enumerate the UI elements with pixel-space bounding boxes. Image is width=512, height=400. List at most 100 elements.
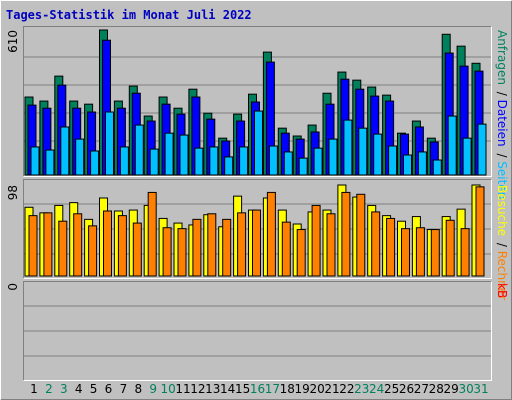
x-tick-label: 23 <box>354 382 369 396</box>
bar <box>43 212 53 277</box>
x-tick-label: 27 <box>414 382 429 396</box>
legend: Besuche / Rechner <box>495 185 509 300</box>
x-tick-label: 30 <box>458 382 473 396</box>
x-tick-label: 26 <box>399 382 414 396</box>
bar <box>356 193 366 277</box>
bar <box>177 228 187 277</box>
x-tick-label: 21 <box>324 382 339 396</box>
bar <box>237 212 247 277</box>
x-tick-label: 7 <box>120 382 128 396</box>
bar <box>164 132 174 176</box>
bar <box>313 147 323 176</box>
bar <box>90 150 100 176</box>
legend: kB <box>495 283 509 298</box>
bar <box>162 227 172 277</box>
bar <box>371 211 381 277</box>
bar <box>268 145 278 176</box>
bar <box>73 213 83 277</box>
x-tick-label: 17 <box>265 382 280 396</box>
bar <box>224 156 234 176</box>
x-tick-label: 16 <box>250 382 265 396</box>
bar <box>134 124 144 176</box>
legend-entry: kB <box>495 283 509 298</box>
bar <box>28 215 38 277</box>
legend-entry: Seiten <box>495 161 509 199</box>
bar <box>432 159 442 176</box>
bar <box>447 115 457 176</box>
bar <box>401 228 410 277</box>
bar <box>254 110 263 176</box>
bar <box>373 133 383 176</box>
bar <box>30 146 40 176</box>
legend-entry: Anfragen <box>495 30 509 85</box>
x-tick-label: 8 <box>134 382 142 396</box>
bar <box>117 215 127 277</box>
bar <box>147 191 157 277</box>
bar <box>358 127 368 176</box>
x-tick-label: 13 <box>205 382 220 396</box>
x-tick-label: 25 <box>384 382 399 396</box>
bar <box>296 229 306 277</box>
bar <box>149 148 159 176</box>
x-tick-label: 22 <box>339 382 354 396</box>
bar <box>207 213 217 277</box>
x-tick-label: 4 <box>75 382 83 396</box>
bar <box>388 145 398 176</box>
bar <box>119 146 129 176</box>
bar <box>252 209 261 277</box>
legend-entry: Rechner <box>495 251 509 300</box>
bar <box>477 123 487 176</box>
x-tick-label: 18 <box>280 382 295 396</box>
bar <box>415 227 425 277</box>
x-tick-label: 10 <box>160 382 175 396</box>
bar <box>386 217 396 277</box>
bar <box>343 119 353 176</box>
bar <box>328 138 338 176</box>
bar <box>239 146 249 176</box>
bar <box>192 218 202 277</box>
bar <box>341 191 351 277</box>
bar <box>460 228 470 277</box>
bar <box>462 137 472 176</box>
bar <box>266 191 276 277</box>
bar <box>88 225 98 277</box>
bar <box>475 186 485 277</box>
bar <box>445 219 455 277</box>
chart-title: Tages-Statistik im Monat Juli 2022 <box>6 8 252 22</box>
bar <box>283 151 293 176</box>
bar <box>298 157 308 176</box>
legend: Anfragen / Dateien / Seiten <box>495 30 509 199</box>
panel-frames <box>23 26 492 381</box>
bar <box>105 111 114 176</box>
bar <box>103 210 112 277</box>
legend-entry: Besuche <box>495 185 509 236</box>
x-tick-label: 19 <box>295 382 310 396</box>
x-tick-label: 29 <box>444 382 459 396</box>
x-tick-label: 31 <box>473 382 488 396</box>
bar <box>281 221 291 277</box>
y-tick-label: 610 <box>6 30 20 53</box>
x-tick-label: 15 <box>235 382 250 396</box>
bar <box>311 204 321 277</box>
x-tick-label: 11 <box>175 382 190 396</box>
bar <box>326 213 336 277</box>
bar <box>417 151 427 176</box>
bar <box>132 222 142 277</box>
x-tick-label: 3 <box>60 382 68 396</box>
x-tick-label: 5 <box>90 382 98 396</box>
legend-separator: / <box>495 150 509 162</box>
bar <box>403 154 412 176</box>
bar <box>209 146 219 176</box>
x-tick-label: 12 <box>190 382 205 396</box>
x-tick-label: 1 <box>30 382 38 396</box>
legend-separator: / <box>495 239 509 251</box>
x-tick-label: 28 <box>429 382 444 396</box>
x-tick-label: 2 <box>45 382 53 396</box>
x-tick-label: 20 <box>309 382 324 396</box>
y-tick-label: 98 <box>6 185 20 200</box>
bar <box>194 147 204 176</box>
bar <box>430 229 440 277</box>
